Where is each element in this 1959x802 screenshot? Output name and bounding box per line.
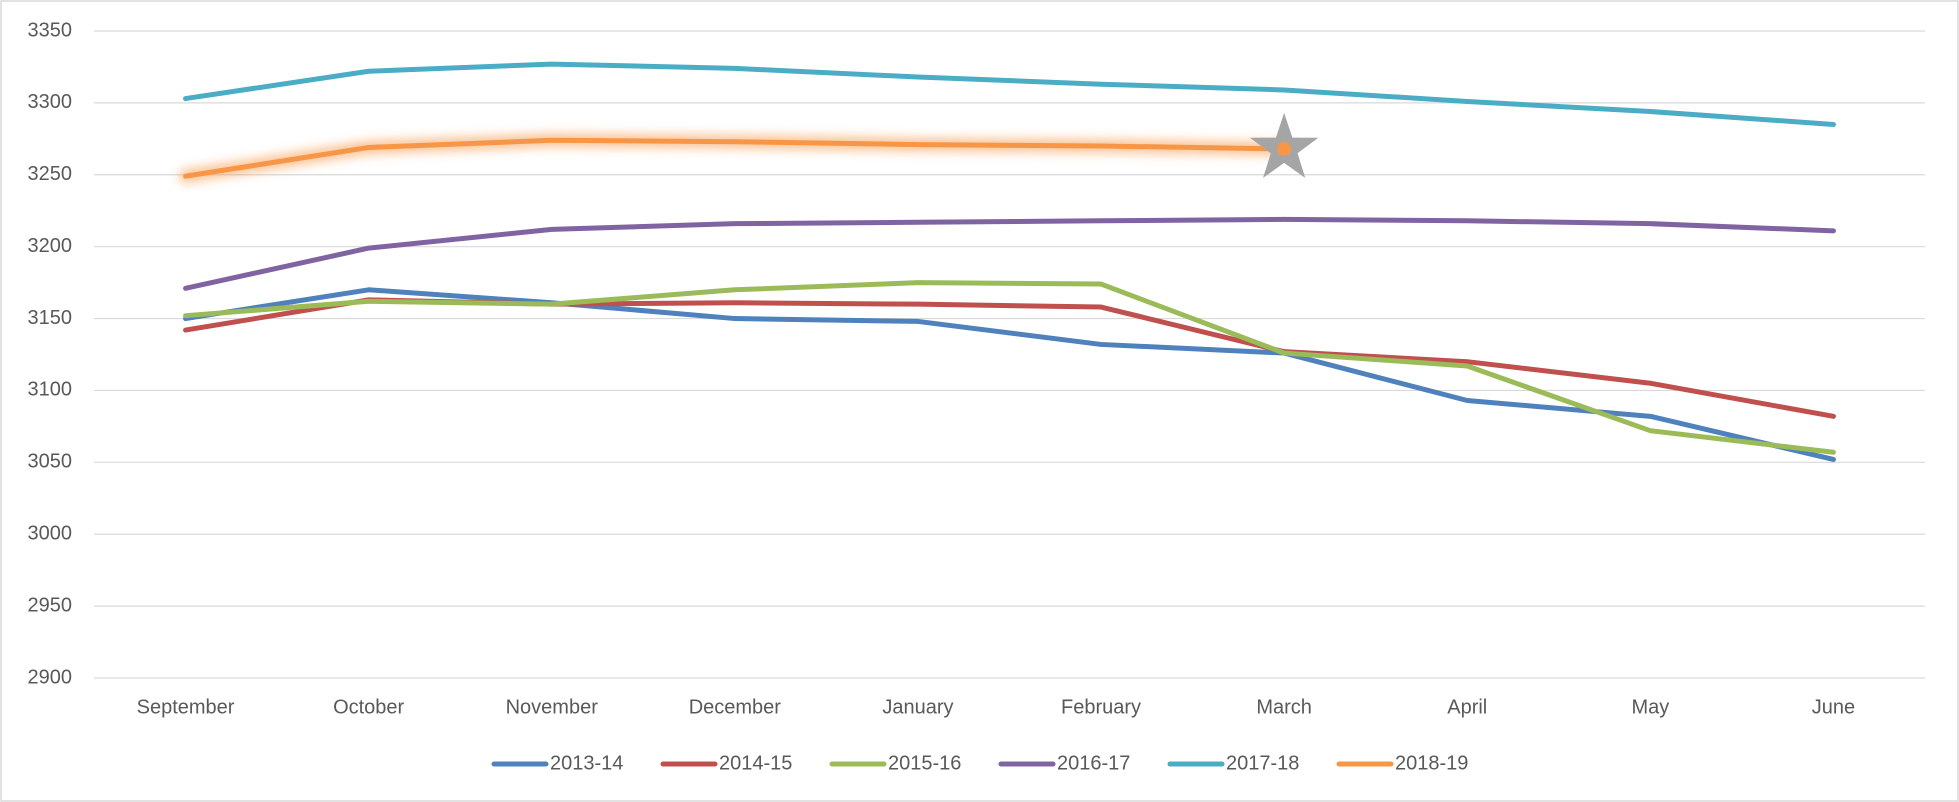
y-tick-label: 3050: [28, 451, 73, 473]
x-tick-label: September: [137, 696, 235, 718]
x-tick-label: March: [1256, 696, 1312, 718]
legend-label: 2015-16: [888, 752, 961, 774]
x-tick-label: May: [1631, 696, 1669, 718]
series-line: [183, 61, 1836, 127]
x-tick-label: October: [333, 696, 404, 718]
legend-label: 2016-17: [1057, 752, 1130, 774]
x-tick-label: June: [1812, 696, 1855, 718]
x-tick-label: January: [882, 696, 953, 718]
y-tick-label: 3000: [28, 523, 73, 545]
y-tick-label: 3100: [28, 379, 73, 401]
star-center: [1277, 141, 1292, 156]
x-tick-label: February: [1061, 696, 1141, 718]
y-tick-label: 3300: [28, 91, 73, 113]
y-tick-label: 2950: [28, 594, 73, 616]
legend-label: 2018-19: [1395, 752, 1468, 774]
x-tick-label: December: [689, 696, 782, 718]
y-tick-label: 3250: [28, 163, 73, 185]
y-tick-label: 2900: [28, 666, 73, 688]
series-line: [183, 216, 1836, 291]
series-line: [183, 137, 1287, 179]
x-tick-label: April: [1447, 696, 1487, 718]
y-tick-label: 3350: [28, 19, 73, 41]
y-tick-label: 3200: [28, 235, 73, 257]
y-tick-label: 3150: [28, 307, 73, 329]
legend-label: 2017-18: [1226, 752, 1299, 774]
legend-label: 2014-15: [719, 752, 792, 774]
legend-label: 2013-14: [550, 752, 623, 774]
series-line: [183, 287, 1836, 462]
x-tick-label: November: [506, 696, 599, 718]
series-line: [183, 280, 1836, 455]
